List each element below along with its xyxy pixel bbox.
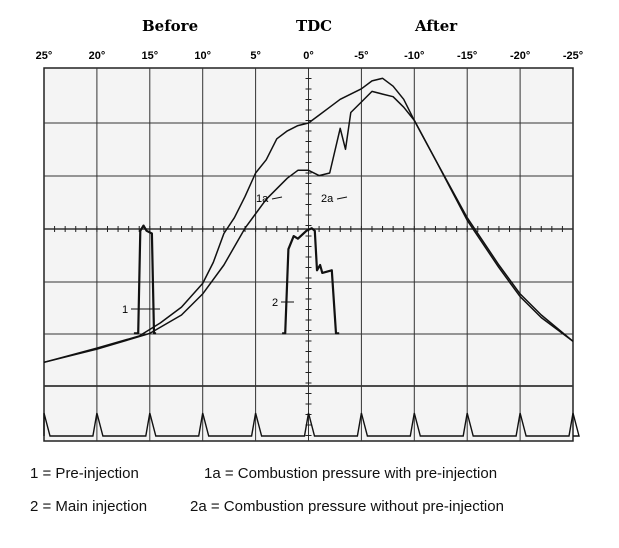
series-2	[282, 227, 340, 335]
annotation-1: 1	[122, 304, 128, 316]
x-tick-label: -25°	[563, 50, 583, 62]
annotation-2a: 2a	[321, 193, 334, 205]
x-tick-label: -15°	[457, 50, 477, 62]
tdc-pulse-trace	[43, 412, 580, 437]
legend-pre-injection: 1 = Pre-injection	[30, 465, 139, 482]
grid	[43, 67, 574, 441]
annotation-1a: 1a	[256, 193, 269, 205]
annotation-2: 2	[272, 297, 278, 309]
x-tick-label: -20°	[510, 50, 530, 62]
x-tick-label: 10°	[194, 50, 211, 62]
series-1	[133, 224, 157, 335]
x-tick-label: 20°	[89, 50, 106, 62]
series-lines	[43, 77, 574, 364]
header-tdc: TDC	[296, 17, 332, 35]
x-tick-label: 25°	[36, 50, 53, 62]
legend-combustion-without: 2a = Combustion pressure without pre-inj…	[190, 498, 504, 515]
x-tick-label: -5°	[354, 50, 368, 62]
tdc-marker-pulses	[43, 412, 580, 437]
series-2a	[43, 90, 574, 364]
legend-main-injection: 2 = Main injection	[30, 498, 148, 515]
header-before: Before	[142, 17, 198, 35]
x-tick-labels: 25° 20° 15° 10° 5° 0° -5° -10° -15° -20° -25°	[36, 50, 583, 62]
x-tick-label: 5°	[250, 50, 261, 62]
x-tick-label: -10°	[404, 50, 424, 62]
header-after: After	[414, 17, 458, 35]
x-tick-label: 0°	[303, 50, 314, 62]
legend-combustion-with: 1a = Combustion pressure with pre-inject…	[204, 465, 498, 482]
x-tick-label: 15°	[141, 50, 158, 62]
annotation-leader	[336, 196, 348, 200]
curve-annotations: 1 2 1a 2a	[122, 193, 348, 316]
annotation-leader	[271, 196, 283, 200]
